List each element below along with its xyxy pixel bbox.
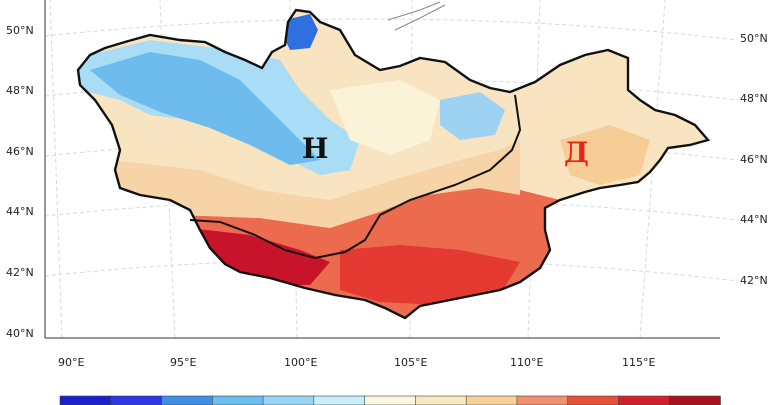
colorbar-swatch [364, 395, 417, 405]
lat-label-right-42: 42°N [740, 274, 768, 287]
zone-boundary-line [189, 94, 522, 260]
lat-label-right-48: 48°N [740, 92, 768, 105]
colorbar-swatch [415, 395, 467, 405]
colorbar-swatch [668, 395, 721, 405]
lon-label-115: 115°E [622, 356, 655, 369]
lat-label-right-50: 50°N [740, 32, 768, 45]
lon-label-110: 110°E [510, 356, 543, 369]
colorbar [59, 395, 721, 405]
colorbar-swatch [465, 395, 518, 405]
lat-label-left-46: 46°N [6, 145, 34, 158]
region-label-west: Н [302, 132, 328, 165]
lat-label-left-40: 40°N [6, 327, 34, 340]
lat-label-left-48: 48°N [6, 84, 34, 97]
axes: 50°N 48°N 46°N 44°N 42°N 40°N 50°N 48°N … [6, 0, 768, 369]
lat-label-right-44: 44°N [740, 213, 768, 226]
grid-lon-90 [49, 0, 63, 339]
colorbar-swatch [567, 395, 620, 405]
neighbor-border [387, 1, 446, 31]
lat-label-right-46: 46°N [740, 153, 768, 166]
field-ne-blue-patch [440, 92, 505, 140]
field-south-red2 [340, 245, 520, 305]
field-central-pale [330, 80, 440, 155]
colorbar-swatch [212, 395, 264, 405]
lat-label-left-44: 44°N [6, 205, 34, 218]
colorbar-swatch [262, 395, 315, 405]
colorbar-swatch [313, 395, 366, 405]
lat-label-left-42: 42°N [6, 266, 34, 279]
region-label-east: Д [564, 136, 589, 169]
lon-label-100: 100°E [284, 356, 317, 369]
field-east-orange [560, 125, 650, 185]
lat-label-left-50: 50°N [6, 24, 34, 37]
colorbar-swatch [59, 395, 112, 405]
colorbar-swatch [110, 395, 163, 405]
colorbar-swatch [618, 395, 671, 405]
colorbar-swatch [516, 395, 569, 405]
colorbar-swatch [161, 395, 214, 405]
lon-label-90: 90°E [58, 356, 84, 369]
field-nw-blue [90, 52, 320, 165]
field-north-darkblue [283, 14, 318, 50]
field-central-light [110, 140, 520, 228]
lon-label-95: 95°E [170, 356, 196, 369]
lon-label-105: 105°E [394, 356, 427, 369]
